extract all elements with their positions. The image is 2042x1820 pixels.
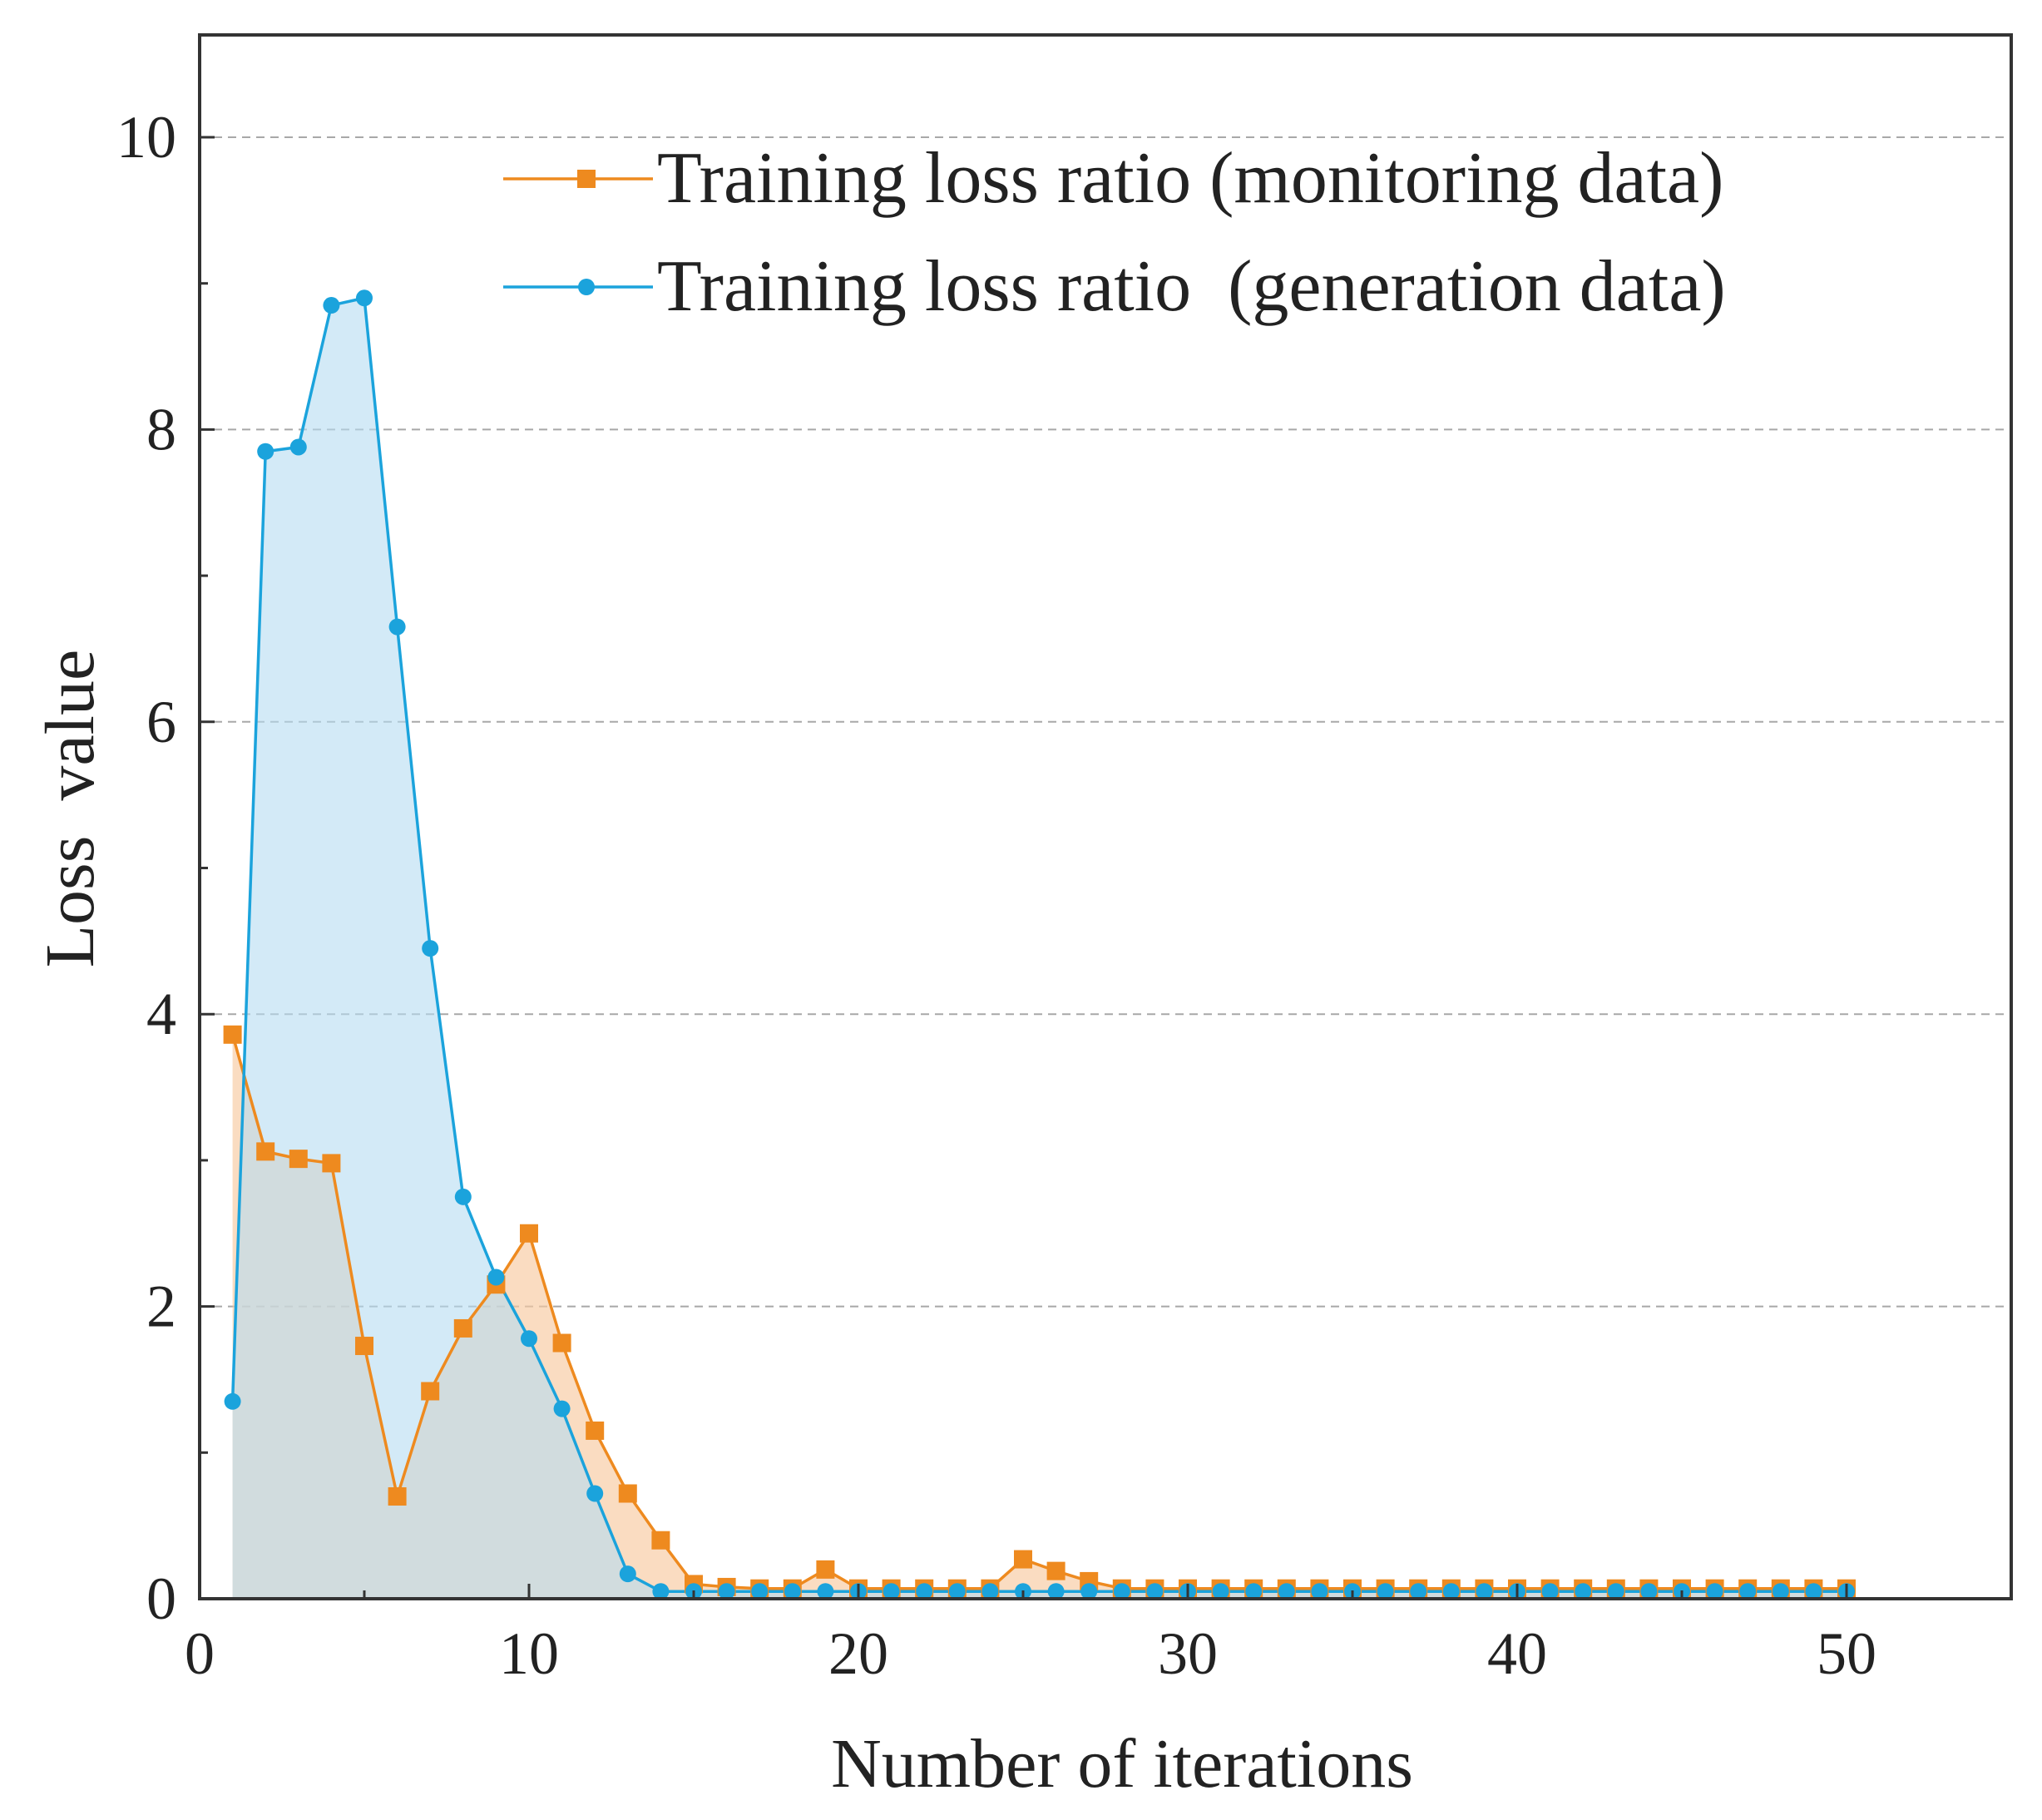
data-point-generation [1805,1583,1822,1600]
data-point-monitoring [223,1025,242,1044]
data-point-generation [1772,1583,1789,1600]
data-point-generation [1706,1583,1723,1600]
data-point-generation [751,1583,769,1600]
data-point-generation [784,1583,801,1600]
legend-marker-square [577,170,596,188]
data-point-monitoring [289,1150,308,1169]
data-point-monitoring [388,1487,407,1506]
y-tick-label: 2 [146,1274,176,1340]
data-point-generation [586,1485,604,1502]
data-point-generation [1278,1583,1295,1600]
data-point-monitoring [322,1154,341,1173]
data-point-generation [454,1188,472,1205]
x-tick-label: 0 [185,1620,215,1687]
data-point-monitoring [421,1382,440,1401]
data-point-generation [1410,1583,1427,1600]
x-tick-label: 40 [1487,1620,1547,1687]
data-point-generation [1476,1583,1493,1600]
series-fill-1 [232,298,1847,1599]
data-point-generation [323,297,340,314]
data-point-generation [916,1583,933,1600]
data-point-monitoring [453,1318,472,1338]
legend: Training loss ratio (monitoring data) Tr… [503,138,1726,327]
legend-label-generation: Training loss ratio (generation data) [657,246,1726,327]
data-point-generation [1541,1583,1559,1600]
data-point-generation [817,1583,834,1600]
data-point-generation [1442,1583,1460,1600]
data-point-generation [422,940,439,957]
data-point-generation [257,443,274,460]
data-point-monitoring [816,1560,835,1579]
legend-entry-monitoring: Training loss ratio (monitoring data) [503,138,1723,219]
data-point-monitoring [520,1224,538,1243]
axis-ticks [198,136,1848,1600]
data-point-monitoring [355,1337,373,1356]
y-tick-label: 6 [146,689,176,755]
data-point-generation [948,1583,966,1600]
x-axis-title: Number of iterations [831,1725,1413,1803]
data-point-generation [1575,1583,1592,1600]
series-markers [223,289,1856,1600]
data-point-generation [224,1392,241,1410]
data-point-generation [521,1330,537,1348]
data-point-monitoring [552,1333,571,1353]
data-point-generation [487,1269,505,1286]
data-point-generation [883,1583,900,1600]
data-point-generation [1146,1583,1164,1600]
data-point-generation [1080,1583,1098,1600]
data-point-monitoring [586,1421,605,1440]
data-point-generation [553,1400,571,1417]
data-point-monitoring [1014,1550,1032,1569]
y-axis-title: Loss value [32,650,109,968]
data-point-generation [1212,1583,1229,1600]
y-tick-label: 10 [116,104,176,171]
axis-tick-labels: 0 10 20 30 40 50 0 2 4 6 8 10 [116,104,1876,1687]
data-point-generation [289,438,307,456]
data-point-generation [1245,1583,1263,1600]
legend-entry-generation: Training loss ratio (generation data) [503,246,1726,327]
x-tick-label: 20 [828,1620,888,1687]
plot-frame [198,33,2013,1600]
data-point-generation [388,618,406,636]
y-tick-label: 8 [146,396,176,462]
data-point-generation [356,289,373,307]
data-point-monitoring [256,1142,275,1161]
legend-label-monitoring: Training loss ratio (monitoring data) [657,138,1723,219]
x-tick-label: 50 [1817,1620,1876,1687]
data-point-generation [1047,1583,1065,1600]
data-point-monitoring [1046,1561,1065,1580]
data-point-monitoring [651,1531,670,1550]
data-point-generation [1739,1583,1757,1600]
data-point-generation [1640,1583,1658,1600]
data-point-generation [619,1565,636,1583]
data-point-generation [1311,1583,1328,1600]
data-point-generation [981,1583,999,1600]
data-point-generation [1113,1583,1130,1600]
data-point-monitoring [618,1484,637,1503]
data-point-generation [1607,1583,1624,1600]
y-tick-label: 4 [146,981,176,1047]
y-tick-label: 0 [146,1565,176,1632]
data-point-generation [1377,1583,1394,1600]
data-point-generation [718,1583,735,1600]
x-tick-label: 30 [1158,1620,1218,1687]
series-fills [232,298,1847,1599]
legend-marker-circle [578,279,595,295]
data-point-generation [652,1583,670,1600]
x-tick-label: 10 [499,1620,559,1687]
